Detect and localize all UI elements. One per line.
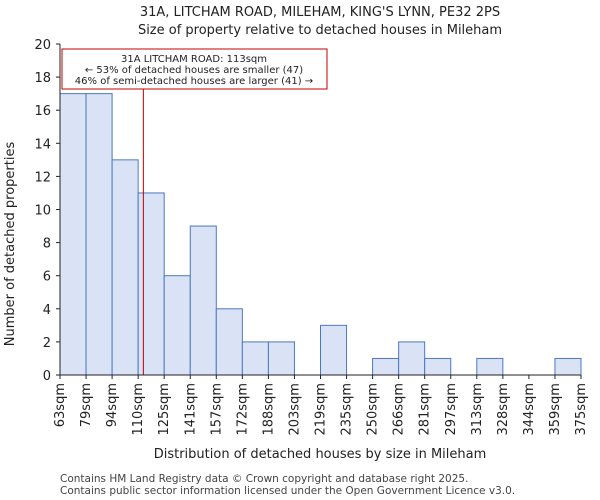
histogram-bar: [320, 324, 348, 376]
x-tick-label: 172sqm: [235, 383, 250, 436]
histogram-bar: [372, 357, 400, 376]
x-tick-label: 94sqm: [105, 383, 120, 427]
x-tick-label: 235sqm: [340, 383, 355, 436]
x-tick-label: 110sqm: [131, 383, 146, 436]
x-tick-label: 79sqm: [79, 383, 94, 427]
x-ticks-group: 63sqm 79sqm 94sqm 110sqm 125sqm 141sqm 157sqm 1…: [53, 375, 589, 436]
y-tick-label: 18: [34, 71, 51, 86]
y-tick-label: 14: [34, 137, 51, 152]
annotation-line-3: 46% of semi-detached houses are larger (…: [75, 76, 313, 87]
x-tick-label: 141sqm: [183, 383, 198, 436]
y-tick-label: 20: [34, 38, 51, 53]
footer-line-2: Contains public sector information licen…: [60, 485, 515, 497]
histogram-bar: [215, 308, 243, 376]
chart-title: 31A, LITCHAM ROAD, MILEHAM, KING'S LYNN,…: [140, 5, 500, 20]
y-tick-label: 0: [43, 369, 51, 384]
y-tick-label: 16: [34, 104, 51, 119]
histogram-bar: [137, 192, 165, 376]
x-tick-label: 188sqm: [261, 383, 276, 436]
y-axis-label: Number of detached properties: [3, 142, 18, 347]
y-tick-label: 6: [43, 270, 51, 285]
x-tick-label: 359sqm: [548, 383, 563, 436]
x-tick-label: 266sqm: [392, 383, 407, 436]
x-tick-label: 250sqm: [366, 383, 381, 436]
chart-subtitle: Size of property relative to detached ho…: [138, 23, 502, 38]
histogram-bar: [59, 93, 87, 376]
annotation-line-1: 31A LITCHAM ROAD: 113sqm: [121, 54, 267, 65]
histogram-bar: [398, 341, 426, 376]
bars-group: [59, 93, 582, 376]
histogram-bar: [189, 225, 217, 376]
histogram-bar: [111, 159, 139, 376]
x-tick-label: 219sqm: [314, 383, 329, 436]
histogram-bar: [241, 341, 269, 376]
x-tick-label: 313sqm: [470, 383, 485, 436]
x-tick-label: 375sqm: [574, 383, 589, 436]
y-ticks-group: 0 2 4 6 8 10 12 14 16 18 20: [34, 38, 60, 384]
x-tick-label: 203sqm: [287, 383, 302, 436]
histogram-bar: [85, 93, 113, 376]
annotation-line-2: ← 53% of detached houses are smaller (47…: [85, 65, 303, 76]
y-tick-label: 12: [34, 170, 51, 185]
histogram-bar: [476, 357, 504, 376]
y-tick-label: 8: [43, 237, 51, 252]
histogram-bar: [424, 357, 452, 376]
y-tick-label: 4: [43, 303, 51, 318]
footer-line-1: Contains HM Land Registry data © Crown c…: [60, 473, 468, 485]
histogram-bar: [163, 275, 191, 376]
y-tick-label: 10: [34, 204, 51, 219]
x-tick-label: 328sqm: [496, 383, 511, 436]
histogram-bar: [267, 341, 295, 376]
x-tick-label: 344sqm: [522, 383, 537, 436]
x-tick-label: 125sqm: [157, 383, 172, 436]
x-tick-label: 297sqm: [444, 383, 459, 436]
x-tick-label: 157sqm: [209, 383, 224, 436]
annotation-box: [61, 48, 328, 90]
x-tick-label: 281sqm: [418, 383, 433, 436]
x-tick-label: 63sqm: [53, 383, 68, 427]
x-axis-label: Distribution of detached houses by size …: [154, 447, 487, 462]
y-tick-label: 2: [43, 336, 51, 351]
histogram-bar: [554, 357, 582, 376]
